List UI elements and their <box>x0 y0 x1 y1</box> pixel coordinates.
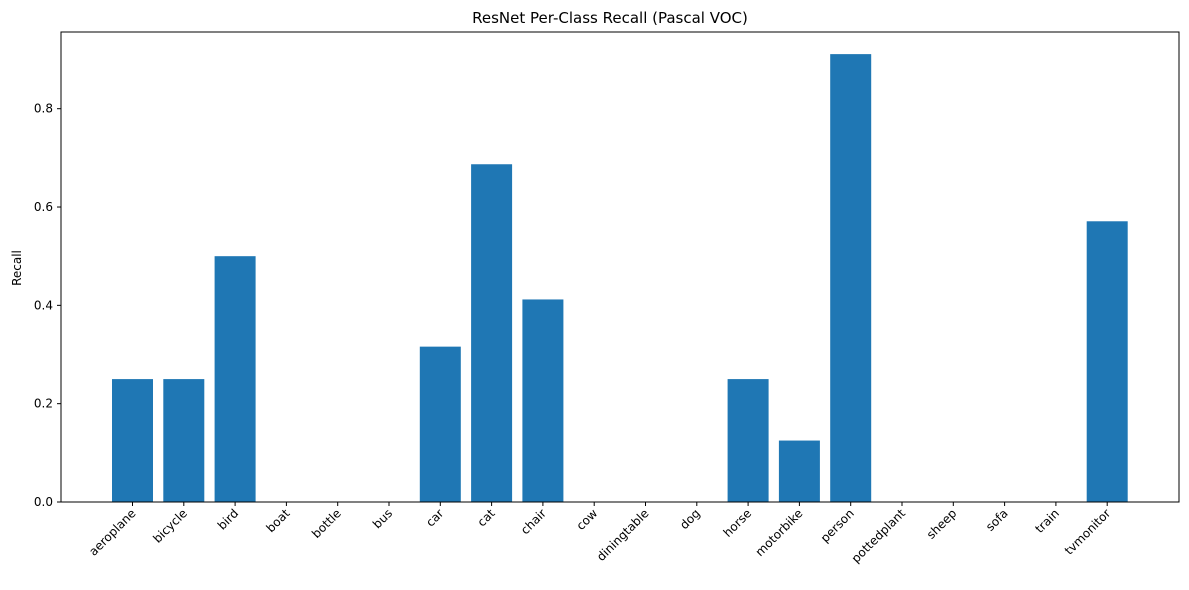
x-tick-label-cow: cow <box>574 506 601 533</box>
bar-car <box>419 346 461 502</box>
bar-bicycle <box>163 379 205 502</box>
x-tick-label-boat: boat <box>264 506 293 535</box>
axes-frame <box>60 31 1180 503</box>
x-tick-label-horse: horse <box>721 506 755 540</box>
chart-title: ResNet Per-Class Recall (Pascal VOC) <box>472 9 748 27</box>
bar-motorbike <box>778 440 820 502</box>
y-axis-label: Recall <box>10 250 24 286</box>
x-tick-label-person: person <box>818 506 857 545</box>
x-tick-label-diningtable: diningtable <box>594 506 652 564</box>
x-tick-label-bottle: bottle <box>309 506 344 541</box>
bar-cat <box>471 164 513 502</box>
bar-tvmonitor <box>1086 221 1128 502</box>
x-tick-label-chair: chair <box>518 506 549 537</box>
x-tick-label-dog: dog <box>677 506 703 532</box>
bar-horse <box>727 379 769 502</box>
x-tick-label-bicycle: bicycle <box>150 506 190 546</box>
x-tick-label-bus: bus <box>370 506 395 531</box>
y-tick-label: 0.4 <box>34 298 53 312</box>
bar-person <box>830 54 872 503</box>
x-tick-label-aeroplane: aeroplane <box>86 506 138 558</box>
y-tick-label: 0.2 <box>34 397 53 411</box>
y-tick-label: 0.0 <box>34 495 53 509</box>
bar-aeroplane <box>112 379 153 502</box>
x-tick-label-bird: bird <box>215 506 241 532</box>
x-tick-label-motorbike: motorbike <box>753 506 806 559</box>
x-tick-label-train: train <box>1032 506 1062 536</box>
y-tick-label: 0.6 <box>34 200 53 214</box>
y-tick-label: 0.8 <box>34 102 53 116</box>
x-tick-label-cat: cat <box>475 506 498 529</box>
x-tick-label-sofa: sofa <box>983 506 1011 534</box>
x-tick-label-car: car <box>423 506 446 529</box>
x-tick-label-tvmonitor: tvmonitor <box>1062 506 1113 557</box>
bar-chair <box>522 299 564 502</box>
x-tick-label-sheep: sheep <box>924 506 960 542</box>
x-tick-label-pottedplant: pottedplant <box>849 506 909 566</box>
bar-bird <box>214 256 256 502</box>
